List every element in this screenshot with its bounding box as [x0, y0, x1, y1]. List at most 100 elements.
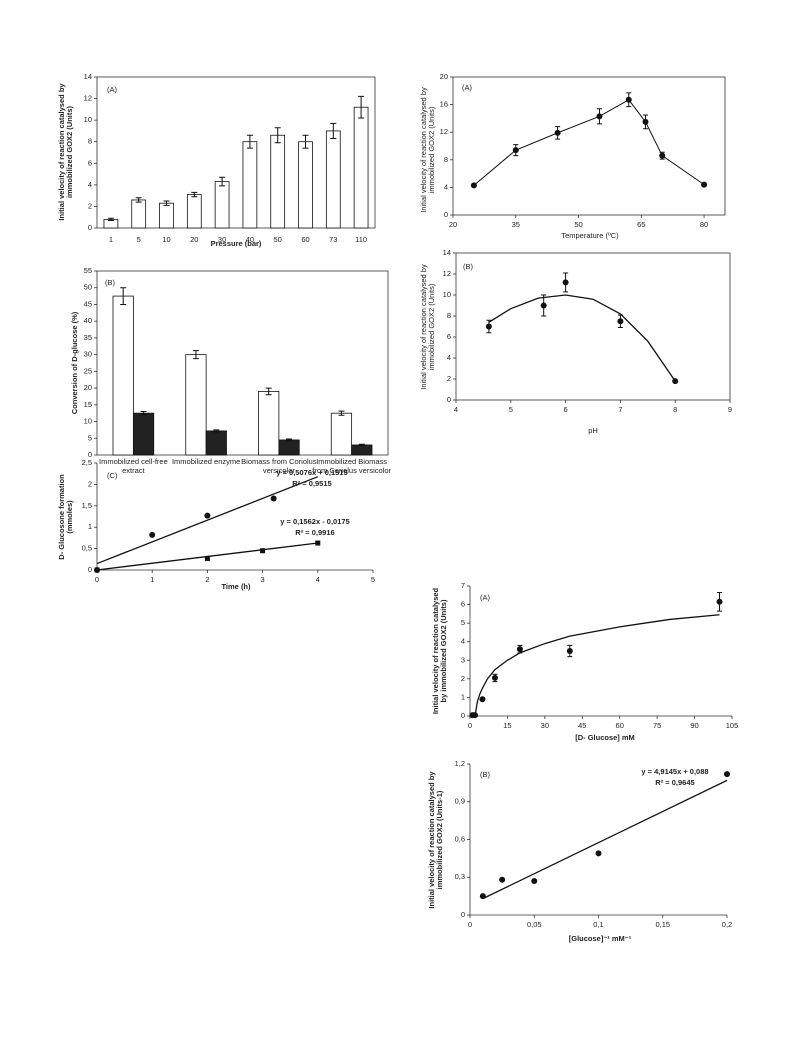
panel-label: (B) — [105, 278, 116, 287]
point — [595, 850, 602, 857]
y-axis-label: Conversion of D-glucose (%) — [70, 311, 79, 414]
y-tick-label: 3 — [461, 655, 465, 664]
y-tick-label: 8 — [447, 311, 451, 320]
bar — [325, 130, 341, 229]
annotation: R² = 0,9515 — [292, 479, 331, 488]
y-axis-label: (mmoles) — [65, 500, 74, 534]
y-tick-label: 2,5 — [82, 458, 92, 467]
x-tick-label: 50 — [274, 235, 282, 244]
x-tick-label: 1 — [109, 235, 113, 244]
x-tick-label: 15 — [503, 721, 511, 730]
bar — [185, 354, 207, 456]
y-tick-label: 7 — [461, 581, 465, 590]
y-tick-label: 0 — [88, 223, 92, 232]
y-axis-label: immobilized GOX2 (Units) — [427, 283, 436, 370]
y-tick-label: 0 — [444, 210, 448, 219]
y-tick-label: 14 — [443, 248, 451, 257]
point — [516, 646, 523, 653]
point — [315, 540, 321, 546]
x-tick-label: from Coriolus versicolor — [312, 466, 391, 475]
y-tick-label: 1 — [461, 692, 465, 701]
y-tick-label: 35 — [84, 333, 92, 342]
y-tick-label: 2 — [447, 374, 451, 383]
y-tick-label: 5 — [88, 433, 92, 442]
x-tick-label: 5 — [509, 405, 513, 414]
bar — [131, 199, 147, 229]
x-tick-label: 60 — [301, 235, 309, 244]
y-axis-label: Initial velocity of reaction catalysed — [431, 587, 440, 714]
x-axis-label: [Glucose]⁻¹ mM⁻¹ — [569, 934, 632, 943]
panel-label: (C) — [107, 471, 118, 480]
x-tick-label: extract — [122, 466, 145, 475]
x-tick-label: 90 — [690, 721, 698, 730]
point — [716, 598, 723, 605]
y-tick-label: 10 — [84, 115, 92, 124]
bar — [353, 106, 369, 229]
y-tick-label: 12 — [440, 127, 448, 136]
plot-frame — [96, 76, 376, 229]
y-tick-label: 0 — [461, 711, 465, 720]
error-bar — [120, 287, 127, 305]
panel-label: (A) — [107, 85, 118, 94]
y-tick-label: 0 — [461, 910, 465, 919]
x-tick-label: 1 — [150, 575, 154, 584]
point — [617, 318, 624, 325]
bar — [258, 391, 280, 456]
x-axis-label: [D- Glucose] mM — [575, 733, 635, 742]
x-tick-label: Biomass from Coriolus — [241, 457, 317, 466]
x-tick-label: 30 — [218, 235, 226, 244]
y-axis-label: D- Glucosone formation — [57, 474, 66, 560]
y-tick-label: 0 — [447, 395, 451, 404]
point — [485, 323, 492, 330]
error-bar — [265, 387, 272, 396]
annotation: y = 4,9145x + 0,088 — [641, 767, 708, 776]
error-bar — [191, 191, 198, 198]
x-tick-label: 0 — [468, 721, 472, 730]
point — [562, 279, 569, 286]
x-tick-label: 65 — [637, 220, 645, 229]
y-tick-label: 1,2 — [455, 759, 465, 768]
x-tick-label: 4 — [454, 405, 458, 414]
point — [724, 771, 730, 778]
fit-line — [474, 614, 720, 717]
error-bar — [246, 134, 253, 149]
x-axis-label: Temperature (ºC) — [561, 231, 619, 240]
plot-frame — [452, 76, 726, 216]
error-bar — [107, 217, 114, 221]
point — [659, 152, 666, 159]
y-tick-label: 1 — [88, 522, 92, 531]
bar — [270, 134, 286, 229]
bar — [242, 141, 258, 229]
x-tick-label: 45 — [578, 721, 586, 730]
panel-label: (B) — [463, 262, 474, 271]
y-axis-label: immobilized GOX2 (Units) — [65, 105, 74, 198]
x-tick-label: 4 — [316, 575, 320, 584]
y-axis-label: Initial velocity of reaction catalysed b… — [419, 87, 428, 213]
error-bar — [135, 197, 142, 203]
y-tick-label: 4 — [444, 182, 448, 191]
y-tick-label: 0,3 — [455, 872, 465, 881]
y-tick-label: 16 — [440, 100, 448, 109]
bar — [186, 194, 202, 229]
x-tick-label: 35 — [512, 220, 520, 229]
y-tick-label: 5 — [461, 618, 465, 627]
bar — [205, 430, 227, 456]
y-tick-label: 20 — [84, 383, 92, 392]
y-tick-label: 2 — [88, 201, 92, 210]
x-axis-label: Time (h) — [221, 582, 251, 591]
y-tick-label: 4 — [447, 353, 451, 362]
y-tick-label: 10 — [443, 290, 451, 299]
point — [554, 129, 561, 136]
panel-label: (B) — [480, 770, 491, 779]
x-tick-label: 60 — [616, 721, 624, 730]
point — [479, 696, 486, 703]
x-tick-label: 9 — [728, 405, 732, 414]
x-tick-label: 3 — [261, 575, 265, 584]
y-tick-label: 6 — [461, 600, 465, 609]
error-bar — [274, 127, 281, 144]
y-axis-label: immobilized GOX2 (Units-1) — [435, 790, 444, 889]
x-tick-label: 20 — [190, 235, 198, 244]
y-tick-label: 45 — [84, 299, 92, 308]
bar — [159, 202, 174, 229]
point — [204, 555, 210, 561]
